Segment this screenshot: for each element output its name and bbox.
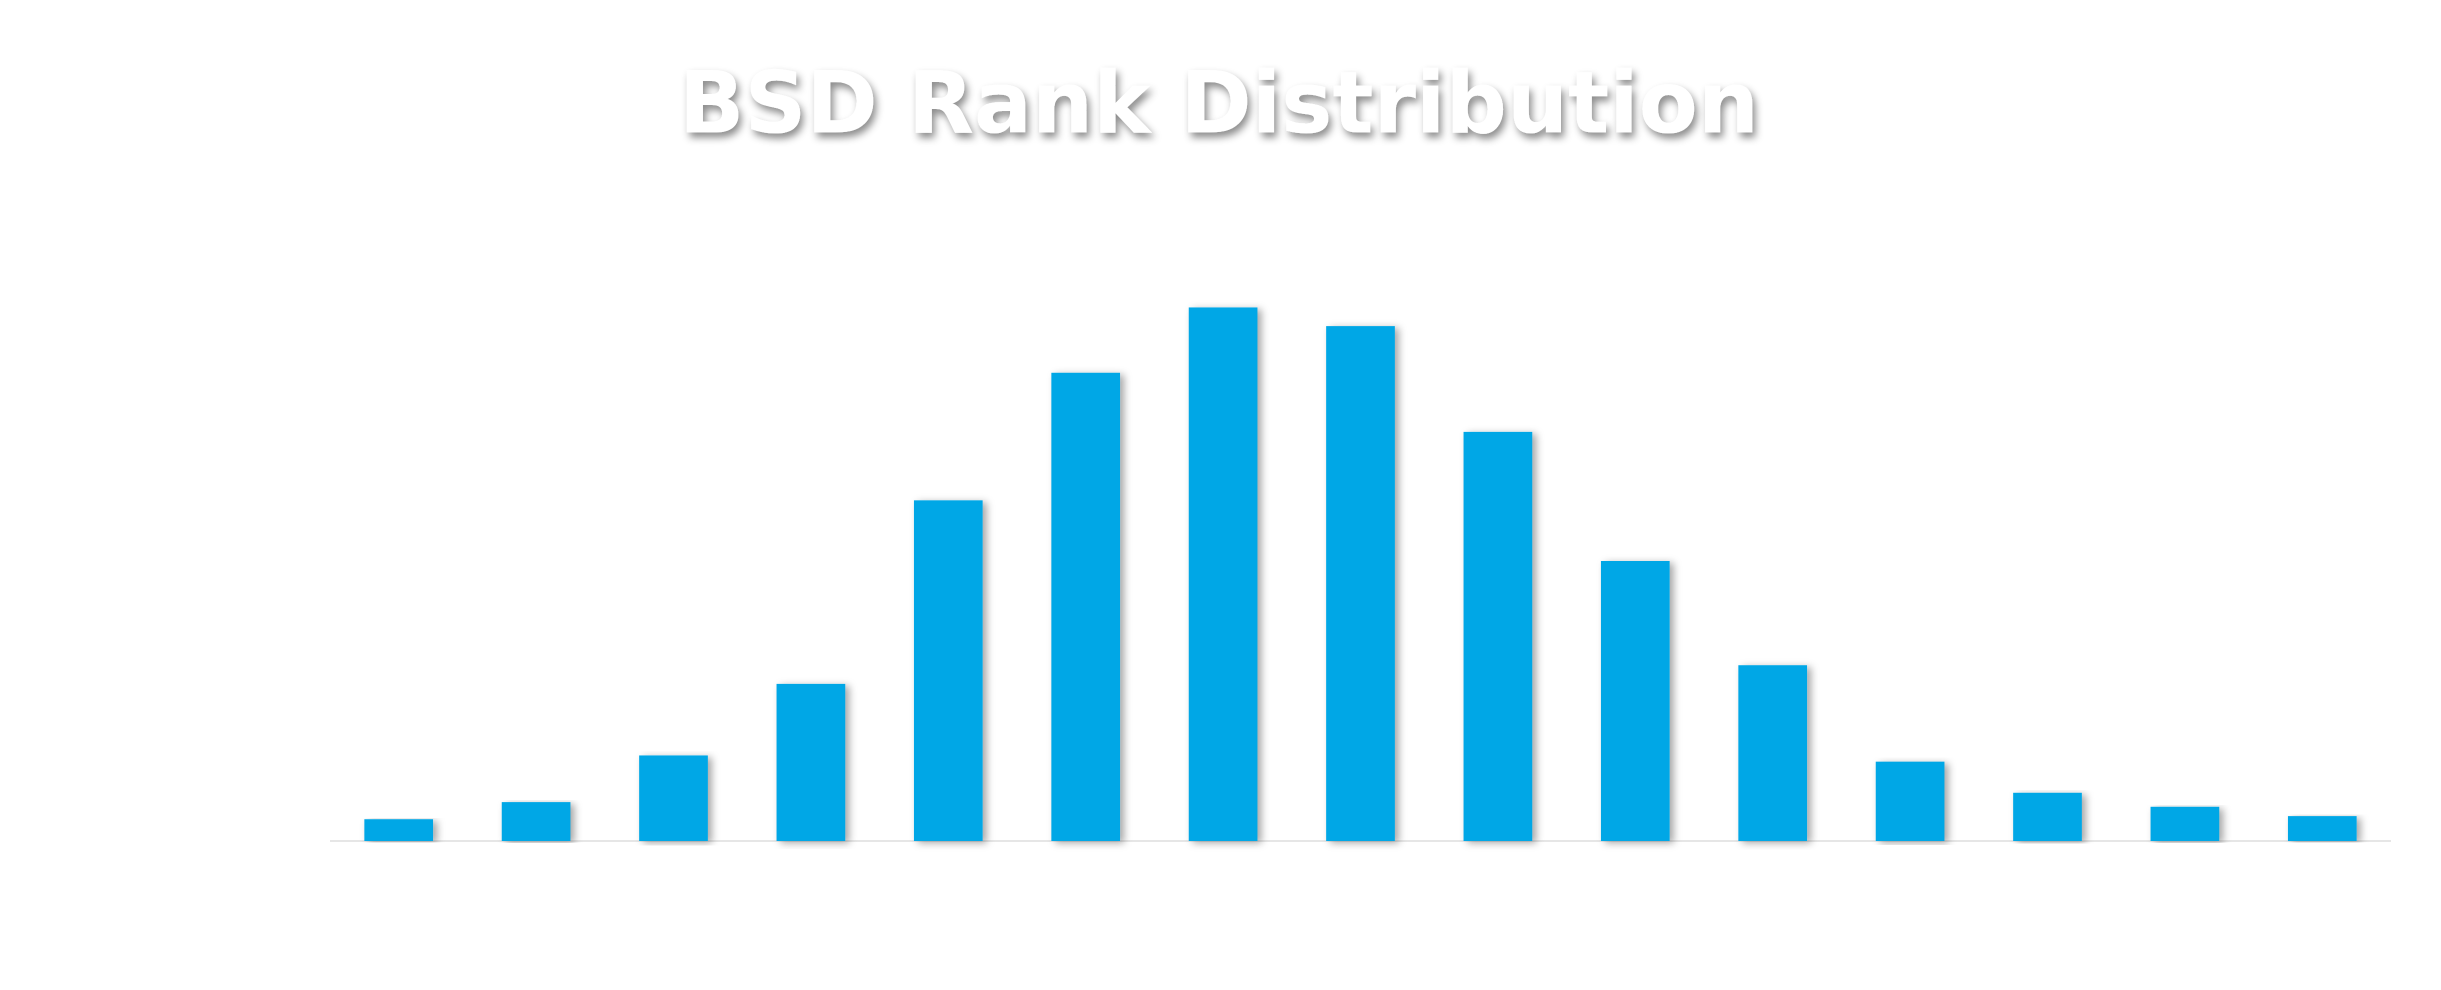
bar: [1875, 761, 1945, 841]
bar: [364, 819, 434, 841]
bar: [913, 500, 983, 841]
bar: [2013, 792, 2082, 841]
bar: [1326, 326, 1395, 842]
bar: [501, 802, 571, 841]
bar: [639, 755, 708, 841]
bar: [1738, 665, 1808, 841]
bar: [2287, 816, 2357, 841]
bar: [1051, 372, 1121, 841]
bar: [1463, 431, 1533, 841]
bar: [776, 683, 846, 841]
chart-title: BSD Rank Distribution: [679, 53, 1759, 153]
bar: [2150, 806, 2220, 841]
bar: [1600, 561, 1670, 841]
bar: [1188, 307, 1258, 841]
